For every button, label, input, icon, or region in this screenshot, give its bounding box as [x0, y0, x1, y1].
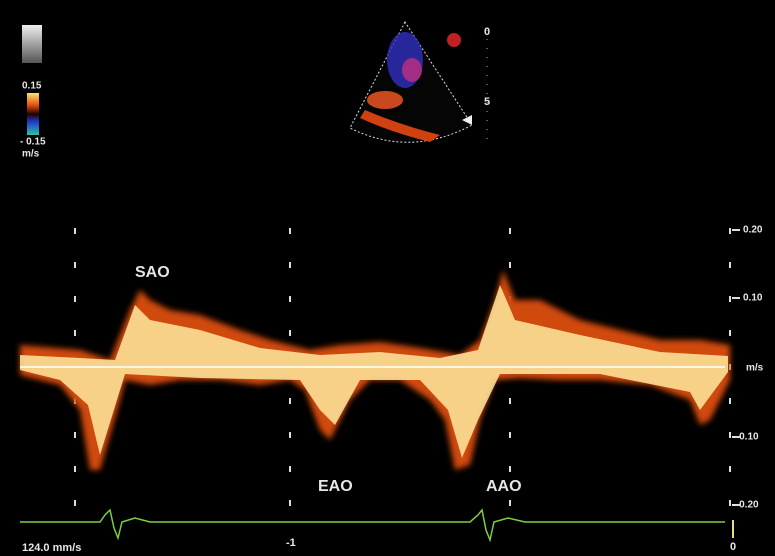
velocity-tick-label: - 0.10: [733, 432, 759, 443]
velocity-unit: m/s: [746, 363, 764, 374]
annotation: EAO: [318, 478, 353, 495]
depth-tick-label: 0: [484, 26, 490, 38]
sweep-speed: 124.0 mm/s: [22, 542, 81, 554]
depth-tick-label: 5: [484, 96, 490, 108]
page: {"color_scale": {"max": "0.15", "min": "…: [0, 0, 775, 556]
color-scale-unit: m/s: [22, 149, 40, 160]
velocity-tick-label: 0.10: [743, 293, 763, 304]
time-tick-label: -1: [286, 537, 296, 549]
annotation: AAO: [486, 478, 522, 495]
velocity-tick-label: - 0.20: [733, 500, 759, 511]
annotation: SAO: [135, 264, 170, 281]
color-scale-bar: [27, 93, 39, 135]
time-tick-label: 0: [730, 541, 736, 553]
color-scale-max: 0.15: [22, 81, 42, 92]
ultrasound-screen: 0.15 - 0.15 m/s 0 5 0.20 0.10 m/s - 0.10…: [0, 0, 775, 556]
velocity-tick-label: 0.20: [743, 225, 763, 236]
color-scale-min: - 0.15: [20, 137, 46, 148]
gray-scale-bar: [22, 25, 42, 63]
